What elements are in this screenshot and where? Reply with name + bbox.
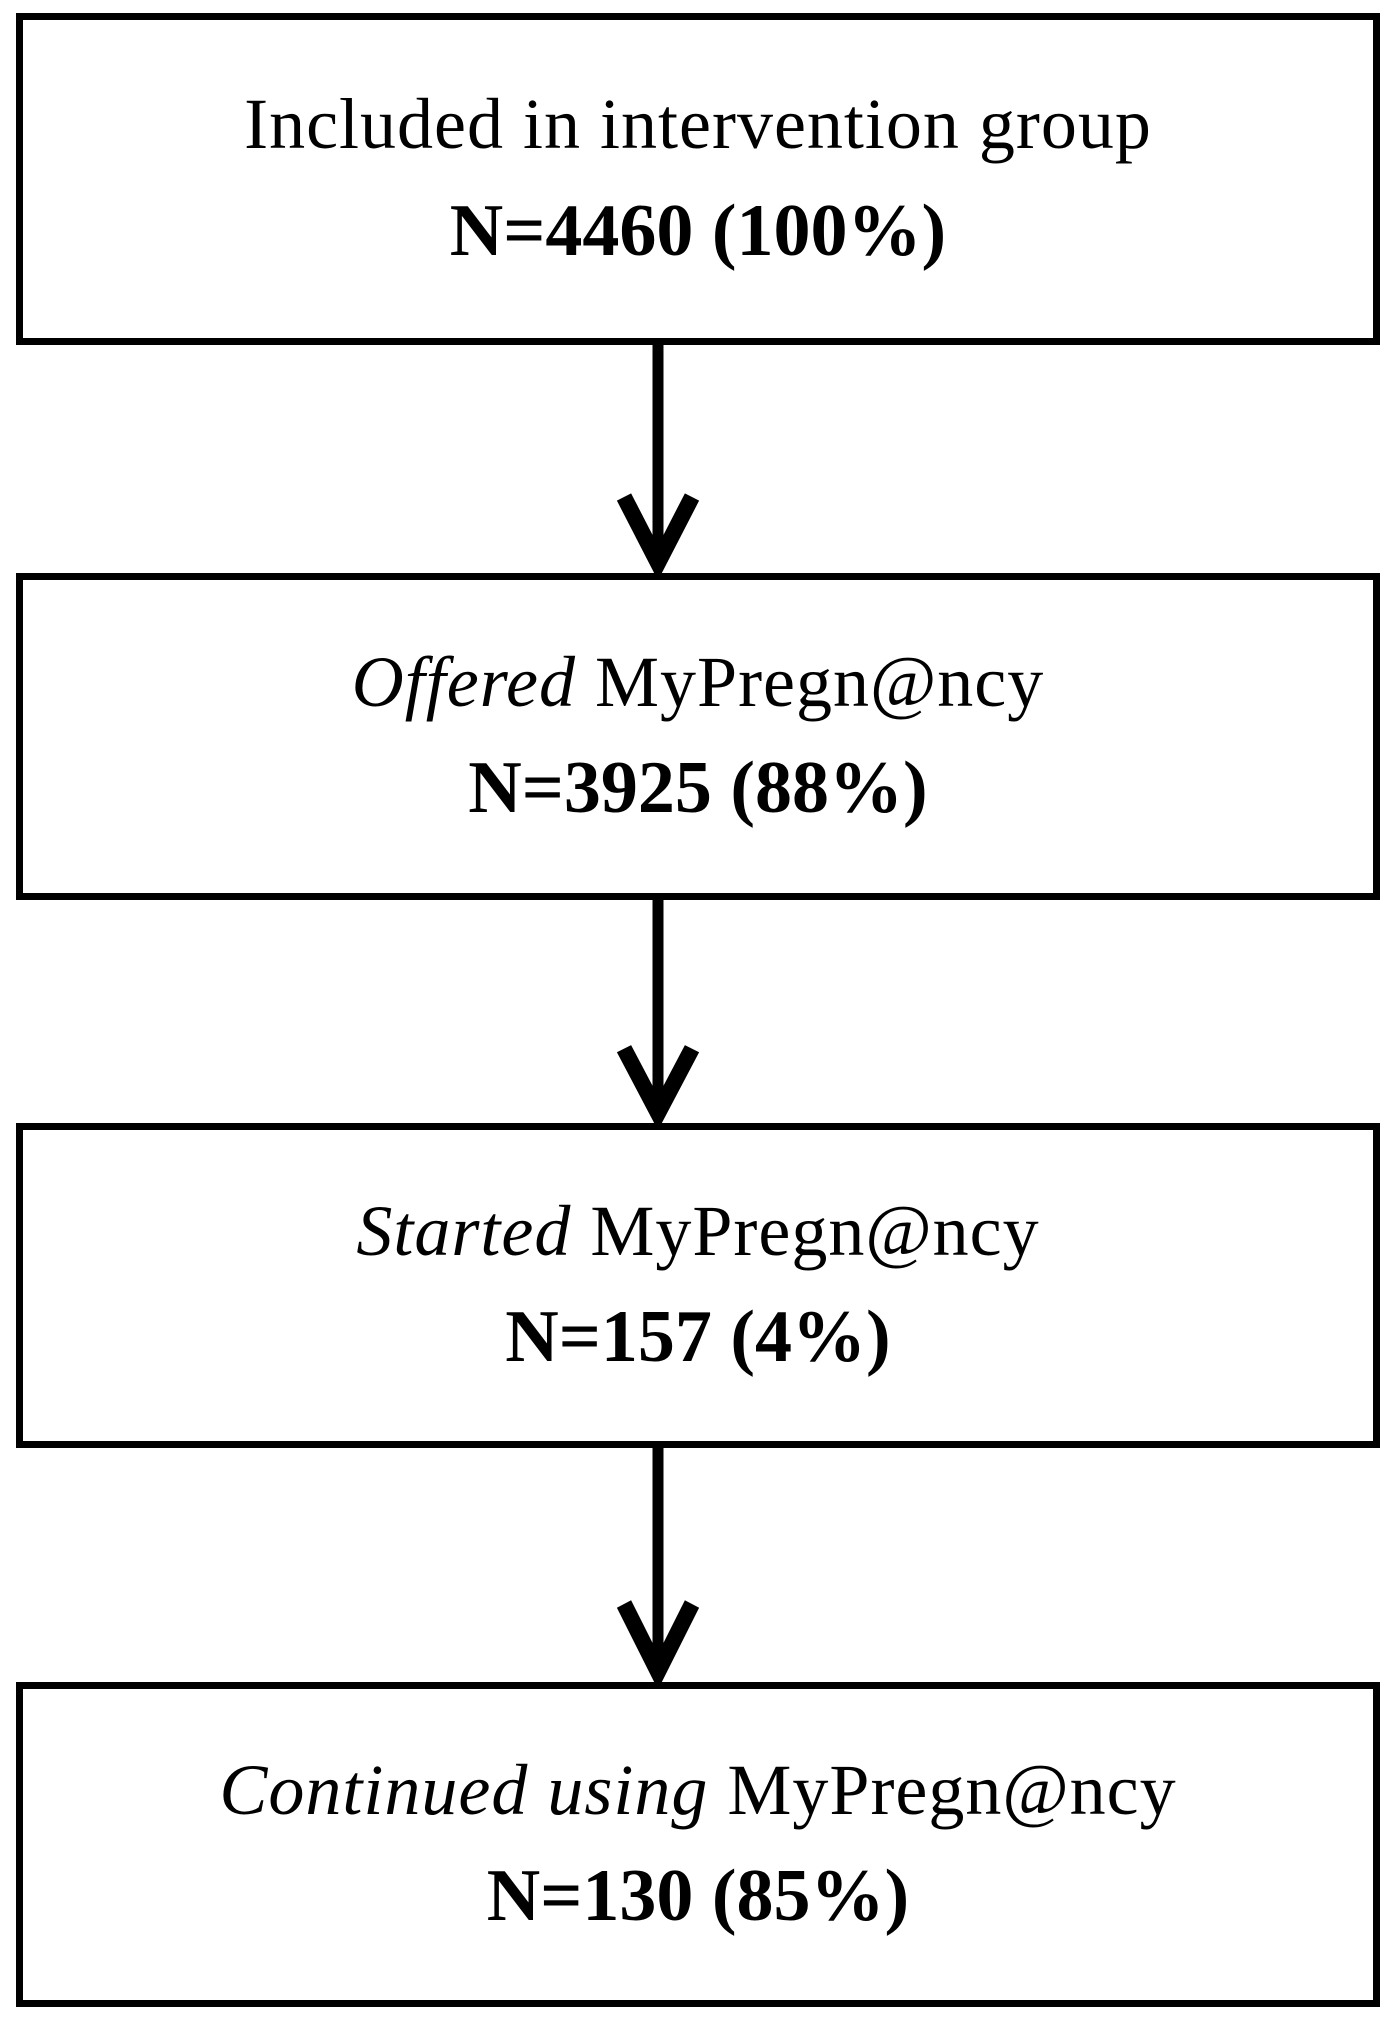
box-label-regular: MyPregn@ncy: [571, 1190, 1040, 1271]
box-count: N=3925 (88%): [468, 747, 928, 830]
box-count: N=4460 (100%): [449, 189, 947, 272]
box-label: Started MyPregn@ncy: [356, 1190, 1040, 1271]
down-arrow-icon: [598, 345, 718, 573]
flow-box-continued-using-mypregnancy: Continued using MyPregn@ncy N=130 (85%): [16, 1682, 1380, 2007]
box-label: Included in intervention group: [244, 87, 1152, 163]
box-label: Continued using MyPregn@ncy: [219, 1749, 1177, 1830]
box-label-italic: Continued using: [219, 1749, 709, 1830]
box-label-regular: Included in intervention group: [244, 84, 1152, 165]
flow-box-offered-mypregnancy: Offered MyPregn@ncy N=3925 (88%): [16, 573, 1380, 900]
box-label-regular: MyPregn@ncy: [576, 641, 1045, 722]
down-arrow-icon: [598, 900, 718, 1123]
down-arrow-icon: [598, 1448, 718, 1682]
box-label-regular: MyPregn@ncy: [708, 1749, 1177, 1830]
flow-box-included-in-intervention-group: Included in intervention group N=4460 (1…: [16, 13, 1380, 345]
flow-box-started-mypregnancy: Started MyPregn@ncy N=157 (4%): [16, 1123, 1380, 1448]
box-count: N=130 (85%): [486, 1855, 910, 1938]
box-label-italic: Started: [356, 1190, 572, 1271]
box-count: N=157 (4%): [505, 1296, 891, 1379]
box-label-italic: Offered: [351, 641, 576, 722]
box-label: Offered MyPregn@ncy: [351, 641, 1045, 722]
